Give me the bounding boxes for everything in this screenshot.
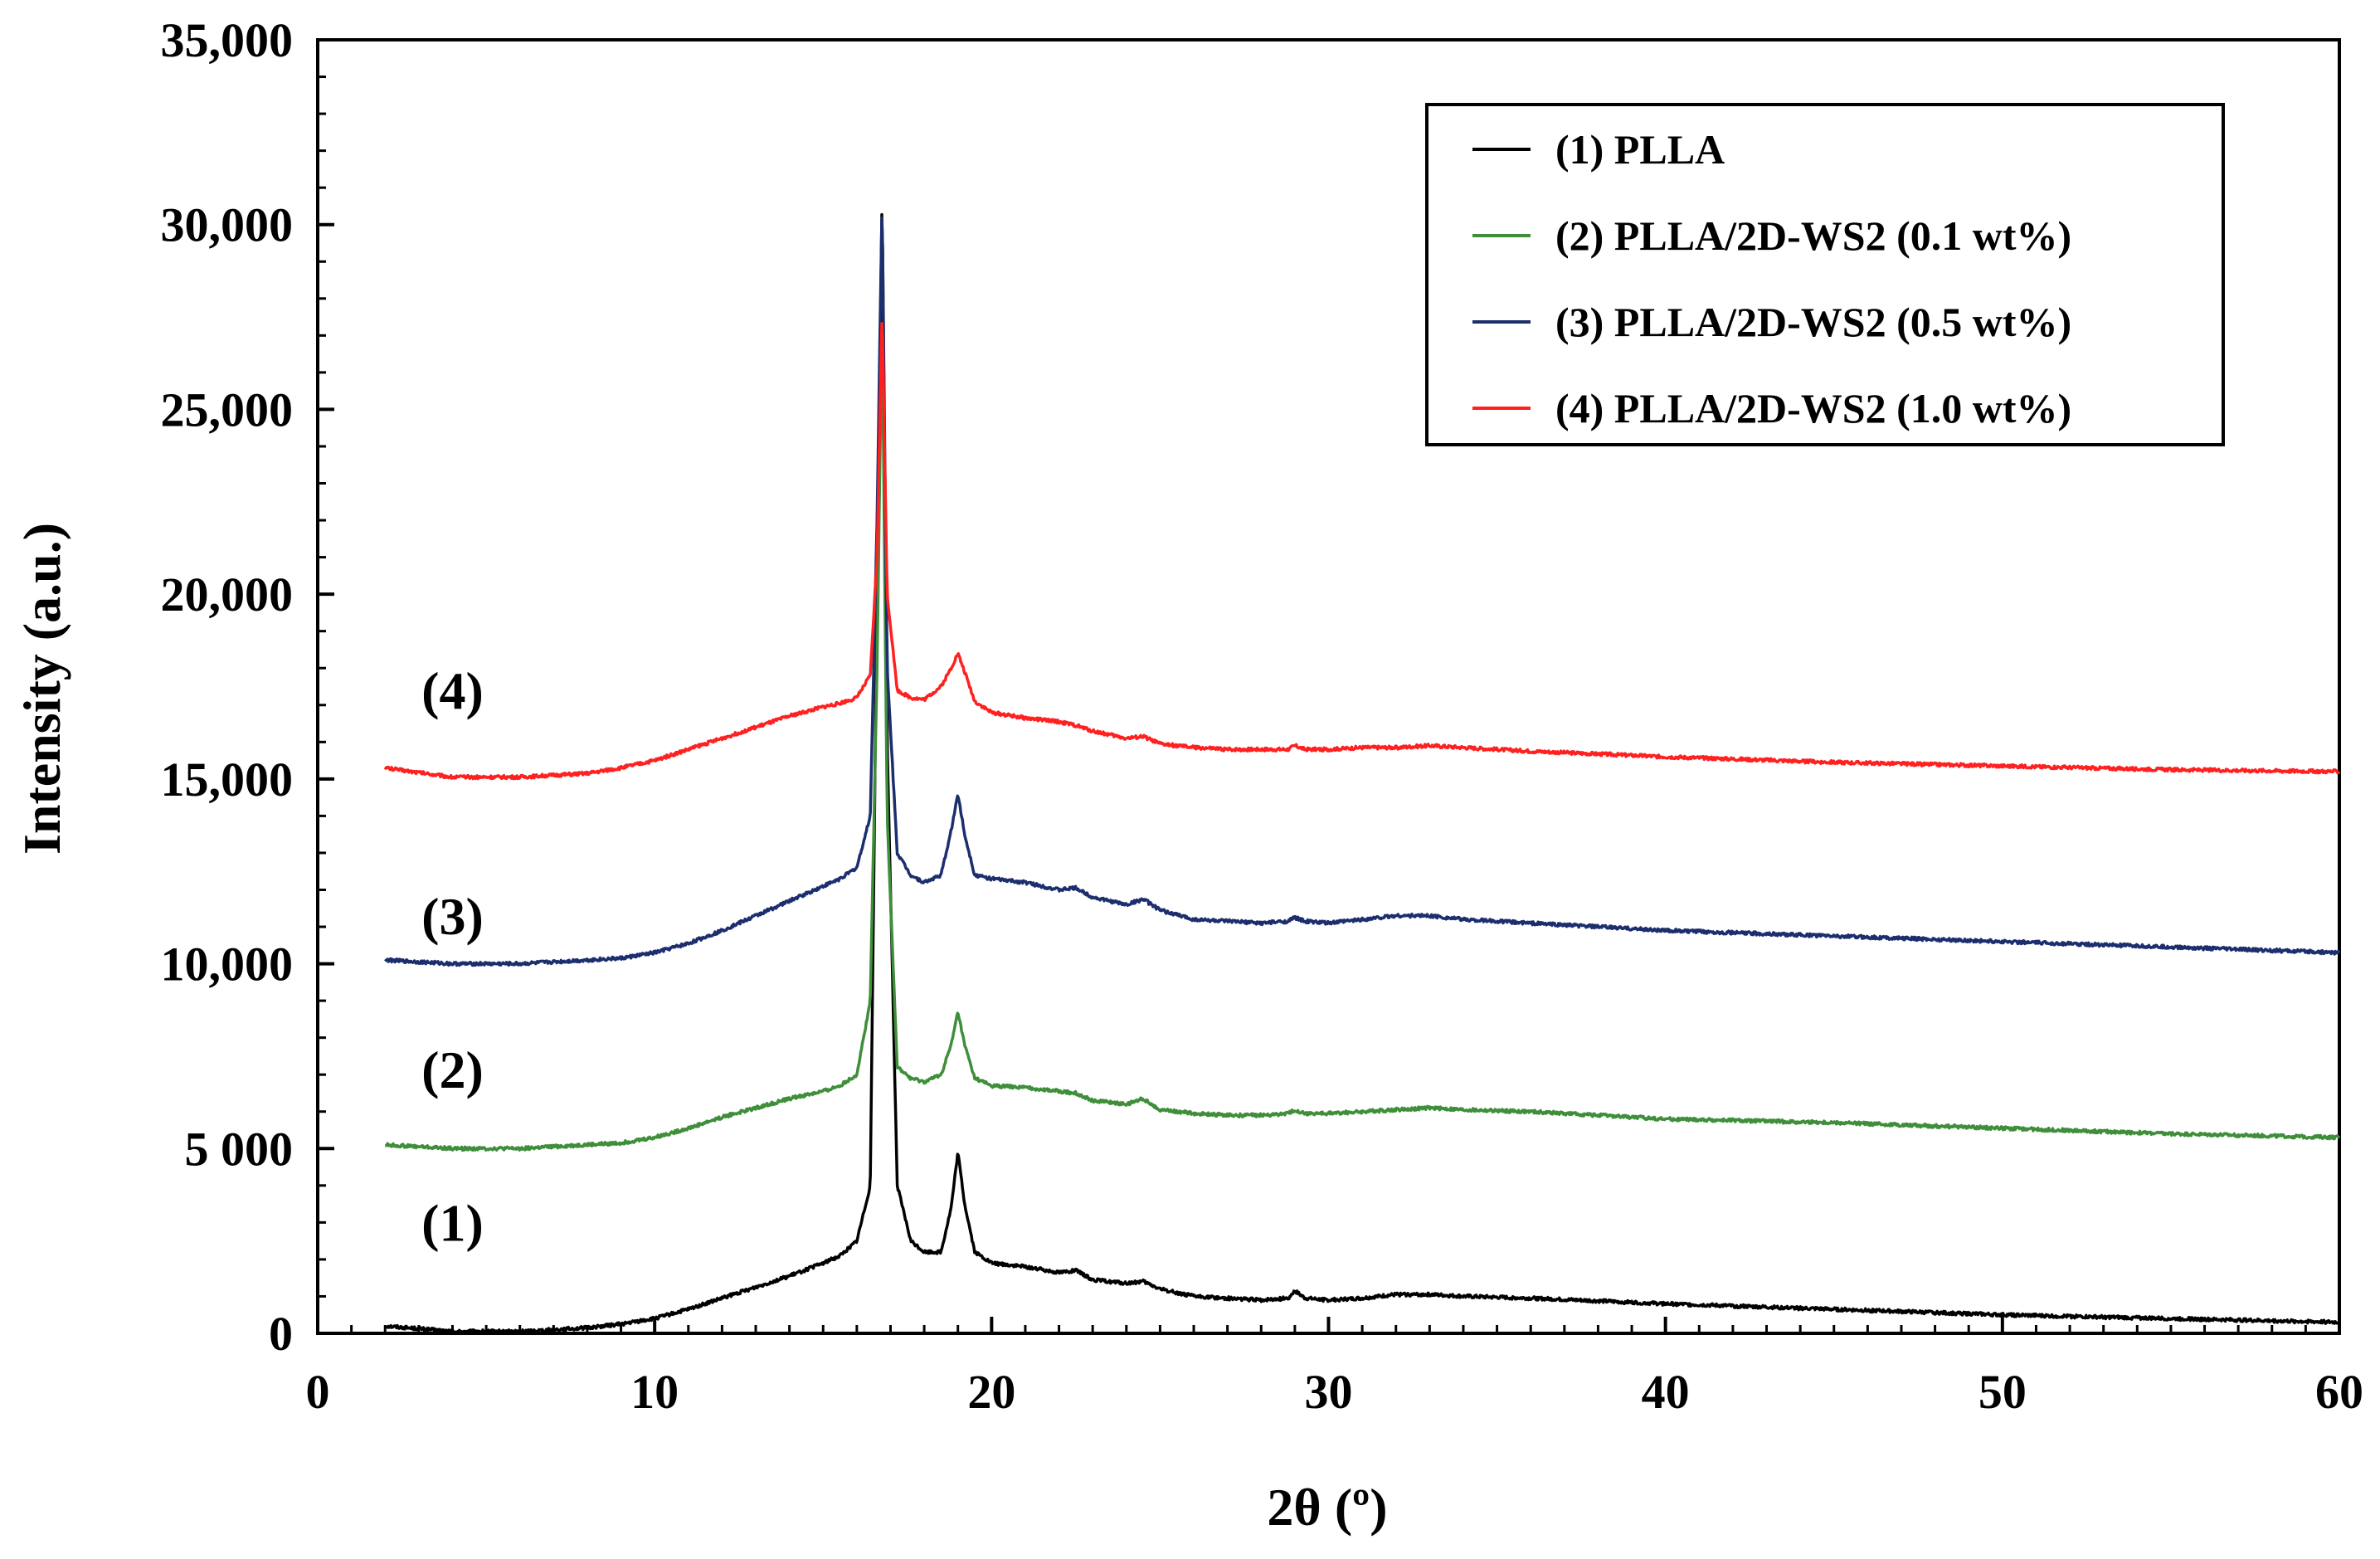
legend-box <box>1425 103 2225 446</box>
y-tick-label: 35,000 <box>161 13 294 67</box>
x-tick-label: 0 <box>306 1365 330 1419</box>
series-line-3 <box>384 216 2341 967</box>
x-tick-label: 10 <box>630 1365 679 1419</box>
series-line-4 <box>383 321 2341 781</box>
x-tick-label: 50 <box>1978 1365 2027 1419</box>
legend-entries: (1) PLLA (2) PLLA/2D-WS2 (0.1 wt%) (3) PLL… <box>1472 126 2071 431</box>
curve-label-2: (2) <box>421 1040 484 1099</box>
x-tick-label: 30 <box>1305 1365 1353 1419</box>
legend-label-2: (2) PLLA/2D-WS2 (0.1 wt%) <box>1555 212 2071 259</box>
curve-label-1: (1) <box>421 1194 484 1253</box>
legend-label-3: (3) PLLA/2D-WS2 (0.5 wt%) <box>1555 299 2071 345</box>
y-tick-label: 20,000 <box>161 568 294 621</box>
y-tick-label: 15,000 <box>161 753 294 806</box>
y-axis-title: Intensity (a.u.) <box>12 523 71 855</box>
y-tick-label: 5 000 <box>185 1122 294 1176</box>
series-lines <box>383 212 2341 1335</box>
curve-labels: (1) (2) (3) (4) <box>421 661 484 1252</box>
x-tick-label: 60 <box>2315 1365 2363 1419</box>
legend-label-1: (1) PLLA <box>1555 126 1725 173</box>
legend: (1) PLLA (2) PLLA/2D-WS2 (0.1 wt%) (3) PLL… <box>1425 103 2225 446</box>
series-line-1 <box>384 212 2340 1335</box>
curve-label-3: (3) <box>421 887 484 946</box>
y-tick-label: 25,000 <box>161 382 294 436</box>
series-line-2 <box>384 334 2341 1152</box>
x-tick-label: 20 <box>967 1365 1015 1419</box>
x-axis-title: 2θ (º) <box>1267 1478 1387 1537</box>
y-tick-label: 0 <box>269 1307 293 1361</box>
x-axis: 0 10 20 30 40 50 60 <box>306 1317 2363 1419</box>
curve-label-4: (4) <box>421 661 484 720</box>
x-tick-label: 40 <box>1642 1365 1690 1419</box>
y-tick-label: 30,000 <box>161 198 294 252</box>
y-axis: 0 5 000 10,000 15,000 20,000 25,000 30,000 35,0… <box>161 13 334 1361</box>
legend-label-4: (4) PLLA/2D-WS2 (1.0 wt%) <box>1555 385 2071 431</box>
y-tick-label: 10,000 <box>161 938 294 991</box>
